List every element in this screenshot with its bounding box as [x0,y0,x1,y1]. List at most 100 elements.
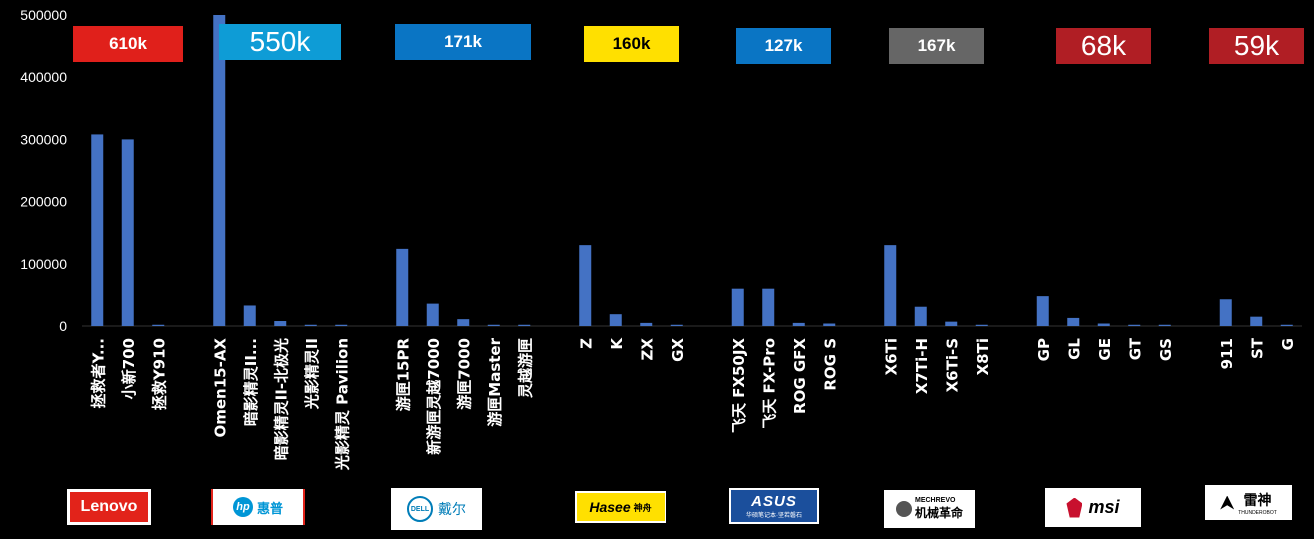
lenovo-logo: Lenovo [67,489,151,525]
x-tick-label: G [1279,338,1297,350]
x-tick-label: GT [1126,337,1144,360]
x-tick-label: 飞天 FX50JX [730,338,748,433]
bar [518,324,531,326]
asus-logo-sub: 华硕笔记本·坚若磐石 [746,513,802,519]
dell-logo: DELL 戴尔 [391,488,482,530]
thunderobot-logo-sub: THUNDEROBOT [1238,509,1277,516]
x-tick-label: 911 [1218,338,1236,369]
hp-logo-text: 惠普 [256,500,283,516]
hasee-logo-text: 神舟 [633,502,652,513]
asus-logo-mark: ASUS [751,493,797,510]
brand-total-badge: 550k [219,24,341,60]
x-tick-label: 光影精灵 Pavilion [333,338,351,471]
msi-logo: msi [1045,488,1141,527]
x-tick-label: 暗影精灵II-北极光 [272,338,290,460]
x-tick-label: ST [1248,337,1266,359]
x-tick-label: 游匣7000 [455,338,473,410]
x-tick-label: 飞天 FX-Pro [760,338,778,429]
bar [975,324,988,326]
y-tick-label: 0 [59,318,67,334]
bar [1158,324,1171,326]
bar [1128,324,1141,326]
x-tick-label: GP [1035,338,1053,361]
x-tick-label: ROG GFX [791,338,809,414]
bar [1097,323,1110,326]
bar [426,303,439,326]
y-tick-label: 300000 [20,131,67,147]
bar [213,15,226,326]
x-tick-label: ZX [638,338,656,361]
bar-chart: 0 100000 200000 300000 400000 500000 拯救者Y... 小新… [20,7,1302,471]
bar [945,321,958,326]
hasee-logo-mark: Hasee [589,499,631,515]
dell-icon: DELL [407,496,433,522]
x-tick-label: GE [1096,338,1114,361]
x-tick-label: 暗影精灵II... [242,338,260,426]
asus-logo: ASUS 华硕笔记本·坚若磐石 [729,488,819,524]
hp-icon-text: hp [236,501,250,513]
x-tick-label: 拯救者Y... [89,338,107,408]
x-tick-label: 光影精灵II [303,338,321,410]
bar [792,322,805,326]
bar [304,324,317,326]
mechrevo-logo-text: 机械革命 [914,506,963,520]
x-tick-label: 拯救Y910 [150,338,168,410]
x-tick-label: ROG S [821,338,839,391]
bar [823,323,836,326]
bar [1280,324,1293,326]
brand-total-badge: 610k [73,26,183,62]
bar [640,322,653,326]
mechrevo-icon [895,501,912,517]
bar [121,139,134,326]
thunderobot-logo: 雷神 THUNDEROBOT [1205,485,1292,520]
hp-logo: hp 惠普 [211,489,305,525]
dell-icon-text: DELL [410,505,430,513]
msi-dragon-icon [1066,497,1083,518]
bar [670,324,683,326]
brand-total-badge: 160k [584,26,679,62]
mechrevo-logo: MECHREVO 机械革命 [884,490,975,528]
x-tick-label: Z [577,338,595,349]
brand-total-badge: 171k [395,24,531,60]
thunderobot-logo-text: 雷神 [1243,491,1272,508]
y-tick-label: 500000 [20,7,67,23]
x-tick-label: 灵越游匣 [516,338,534,398]
bar [1067,317,1080,326]
brand-total-badge: 68k [1056,28,1151,64]
brand-total-badge: 59k [1209,28,1304,64]
x-tick-label: X6Ti [882,338,900,375]
hp-icon: hp [232,497,253,517]
x-tick-label: 游匣15PR [394,338,412,412]
y-tick-label: 200000 [20,194,67,210]
thunderobot-icon [1220,495,1235,510]
x-tick-label: 新游匣灵越7000 [425,338,443,455]
bar [91,134,104,326]
x-tick-label: GX [669,338,687,362]
bar [579,245,592,326]
bar [1250,316,1263,326]
bar [243,305,256,326]
msi-logo-text: msi [1088,497,1120,517]
x-tick-label: Omen15-AX [211,338,229,438]
bar [1219,299,1232,326]
bar [487,324,500,326]
mechrevo-logo-mark: MECHREVO [914,497,956,504]
lenovo-logo-text: Lenovo [70,492,148,522]
brand-total-badge: 127k [736,28,831,64]
dell-logo-text: 戴尔 [438,501,466,517]
bar [762,288,775,326]
hasee-logo: Hasee 神舟 [575,491,666,523]
bar [731,288,744,326]
x-tick-label: GL [1065,338,1083,360]
bar [335,324,348,326]
bar [914,306,927,326]
x-tick-label: K [608,337,626,350]
x-tick-label: 小新700 [120,338,138,399]
x-tick-label: X7Ti-H [913,338,931,394]
bar [396,248,409,326]
bar [274,321,287,326]
bar [457,319,470,326]
bar [1036,296,1049,326]
y-tick-label: 400000 [20,69,67,85]
